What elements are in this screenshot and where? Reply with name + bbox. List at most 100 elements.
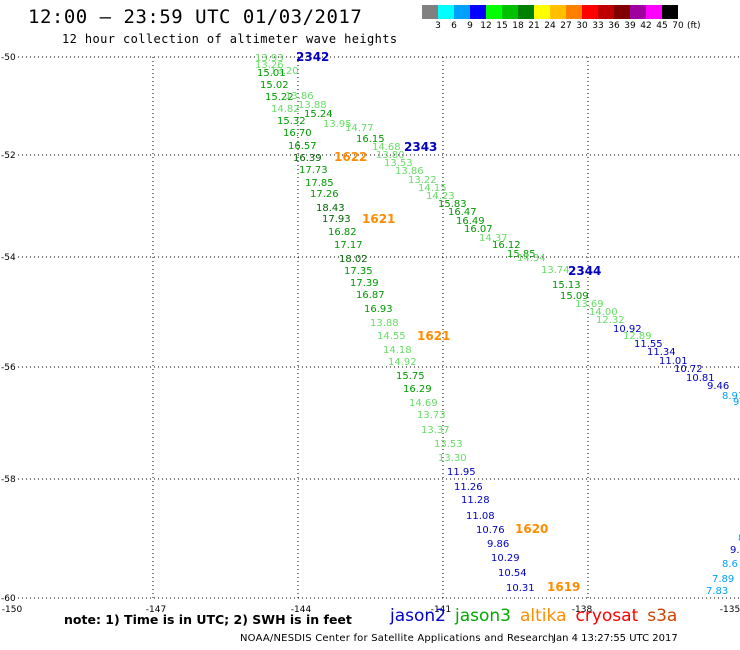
wave-height-value: 14.37 xyxy=(479,233,508,244)
scale-label: 12 xyxy=(480,21,492,31)
wave-height-value: 17.73 xyxy=(299,165,328,176)
latitude-tick: -56 xyxy=(1,363,16,373)
color-scale-labels: 3 6 9 12 15 18 21 24 27 30 33 36 39 42 45 70 xyxy=(430,21,686,33)
color-scale xyxy=(422,5,678,19)
wave-height-value: 15.13 xyxy=(552,280,581,291)
pass-number-label: 1619 xyxy=(547,580,580,594)
wave-height-value: 17.85 xyxy=(305,178,334,189)
wave-height-value: 14.23 xyxy=(426,191,455,202)
legend-jason3: jason3 xyxy=(455,606,511,626)
wave-height-value: 15.24 xyxy=(304,109,333,120)
wave-height-value: 14.82 xyxy=(271,104,300,115)
wave-height-value: 13.95 xyxy=(323,119,352,130)
latitude-tick: -58 xyxy=(1,475,16,485)
wave-height-value: 13.26 xyxy=(255,60,284,71)
wave-height-value: 9. xyxy=(730,545,740,556)
wave-height-value: 16.57 xyxy=(288,141,317,152)
wave-height-value: 11.28 xyxy=(461,495,490,506)
legend-s3a: s3a xyxy=(647,606,678,626)
wave-height-value: 8.91 xyxy=(722,391,740,402)
wave-height-value: 18.02 xyxy=(339,254,368,265)
wave-height-value: 13.80 xyxy=(376,150,405,161)
wave-height-value: 15.09 xyxy=(560,291,589,302)
longitude-tick: -138 xyxy=(572,605,593,615)
wave-height-value: 14.55 xyxy=(377,331,406,342)
wave-height-value: 13.69 xyxy=(575,299,604,310)
legend-altika: altika xyxy=(520,606,567,626)
latitude-tick: -52 xyxy=(1,151,16,161)
wave-height-value: 7.83 xyxy=(706,586,728,597)
pass-number-label: 1622 xyxy=(334,150,367,164)
wave-height-value: 16.70 xyxy=(283,128,312,139)
wave-height-value: 16.47 xyxy=(448,207,477,218)
map-subtitle: 12 hour collection of altimeter wave hei… xyxy=(62,32,398,46)
scale-label: 39 xyxy=(624,21,636,31)
wave-height-value: 16.87 xyxy=(356,290,385,301)
wave-height-value: 13.53 xyxy=(384,158,413,169)
wave-height-value: 11.08 xyxy=(466,511,495,522)
wave-height-value: 13.86 xyxy=(285,91,314,102)
wave-height-value: 14.77 xyxy=(345,123,374,134)
scale-label: 45 xyxy=(656,21,668,31)
map-title: 12:00 – 23:59 UTC 01/03/2017 xyxy=(28,6,363,28)
longitude-tick: -150 xyxy=(2,605,23,615)
wave-height-value: 15.01 xyxy=(257,68,286,79)
scale-swatch xyxy=(598,5,614,19)
longitude-tick: -144 xyxy=(291,605,312,615)
scale-label: 33 xyxy=(592,21,604,31)
wave-height-value: 18.43 xyxy=(316,203,345,214)
scale-label: 30 xyxy=(576,21,588,31)
wave-height-value: 16.39 xyxy=(293,153,322,164)
wave-height-values: 13.9313.2615.0115.0215.2214.8215.3216.70… xyxy=(255,53,740,597)
wave-height-value: 9.86 xyxy=(487,539,509,550)
wave-height-value: 17.17 xyxy=(334,240,363,251)
scale-swatch xyxy=(438,5,454,19)
scale-label: 42 xyxy=(640,21,652,31)
wave-height-value: 12.89 xyxy=(623,331,652,342)
pass-number-label: 1621 xyxy=(417,329,450,343)
pass-number-label: 1620 xyxy=(515,522,548,536)
footer-note: note: 1) Time is in UTC; 2) SWH is in fe… xyxy=(64,612,352,627)
scale-swatch xyxy=(630,5,646,19)
scale-label: 3 xyxy=(435,21,441,31)
wave-height-value: 14.15 xyxy=(418,183,447,194)
wave-height-value: 11.55 xyxy=(634,339,663,350)
legend-cryosat: cryosat xyxy=(575,606,639,626)
wave-height-value: 13.73 xyxy=(417,410,446,421)
wave-height-value: 11.95 xyxy=(447,467,476,478)
wave-height-value: 16.93 xyxy=(364,304,393,315)
wave-height-value: 13.86 xyxy=(395,166,424,177)
wave-height-value: 11.01 xyxy=(659,356,688,367)
wave-height-value: 10.76 xyxy=(476,525,505,536)
wave-height-value: 15.22 xyxy=(265,92,294,103)
scale-label: 24 xyxy=(544,21,556,31)
pass-number-label: 2344 xyxy=(568,264,601,278)
longitude-ticks: -150 -147 -144 -141 -138 -135 xyxy=(2,605,740,615)
wave-height-value: 11.34 xyxy=(647,347,676,358)
wave-height-value: 11.26 xyxy=(454,482,483,493)
scale-label: 18 xyxy=(512,21,524,31)
wave-height-value: 16.29 xyxy=(403,384,432,395)
longitude-tick: -147 xyxy=(146,605,166,615)
scale-swatch xyxy=(646,5,662,19)
wave-height-value: 14.92 xyxy=(388,357,417,368)
latitude-tick: -54 xyxy=(1,253,16,263)
scale-swatch xyxy=(534,5,550,19)
pass-labels: 2342 1622 2343 1621 2344 1621 1620 1619 xyxy=(296,50,601,594)
pass-number-label: 2343 xyxy=(404,140,437,154)
scale-swatch xyxy=(614,5,630,19)
wave-height-value: 10.31 xyxy=(506,583,535,594)
wave-height-value: 13.37 xyxy=(421,425,450,436)
wave-height-value: 8.6 xyxy=(722,559,738,570)
scale-label: 27 xyxy=(560,21,572,31)
scale-label: 70 xyxy=(672,21,684,31)
wave-height-value: 16.49 xyxy=(456,216,485,227)
wave-height-value: 14.68 xyxy=(372,142,401,153)
wave-height-value: 10.72 xyxy=(674,364,703,375)
scale-swatch xyxy=(582,5,598,19)
wave-height-value: 14.18 xyxy=(383,345,412,356)
wave-height-value: 17.35 xyxy=(344,266,373,277)
wave-height-value: 10.29 xyxy=(491,553,520,564)
scale-label: 21 xyxy=(528,21,540,31)
